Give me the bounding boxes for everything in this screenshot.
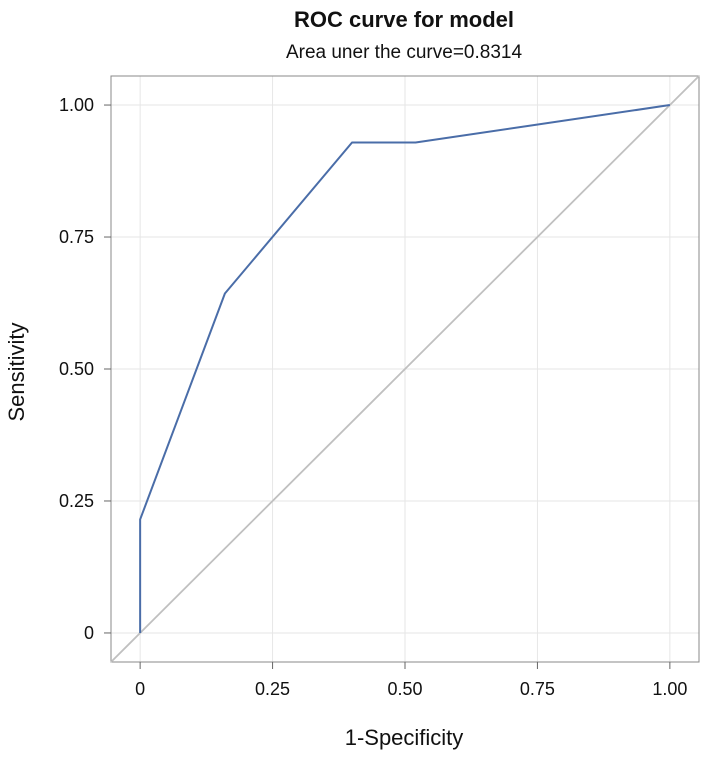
roc-curve-line bbox=[139, 104, 671, 633]
y-axis-label: Sensitivity bbox=[4, 322, 29, 421]
x-tick-label-4: 1.00 bbox=[652, 679, 687, 699]
y-tick-label-3: 0.75 bbox=[59, 227, 94, 247]
chart-title: ROC curve for model bbox=[294, 7, 514, 32]
x-tick-label-1: 0.25 bbox=[255, 679, 290, 699]
y-axis-ticks: 0 0.25 0.50 0.75 1.00 bbox=[59, 95, 111, 643]
x-tick-label-0: 0 bbox=[135, 679, 145, 699]
y-tick-label-0: 0 bbox=[84, 623, 94, 643]
x-tick-label-3: 0.75 bbox=[520, 679, 555, 699]
grid-lines bbox=[111, 76, 699, 662]
x-axis-label: 1-Specificity bbox=[345, 725, 464, 750]
x-axis-ticks: 0 0.25 0.50 0.75 1.00 bbox=[135, 662, 687, 699]
series-layer bbox=[110, 75, 700, 663]
y-tick-label-2: 0.50 bbox=[59, 359, 94, 379]
chart-subtitle: Area uner the curve=0.8314 bbox=[286, 42, 523, 63]
y-tick-label-1: 0.25 bbox=[59, 491, 94, 511]
y-tick-label-4: 1.00 bbox=[59, 95, 94, 115]
x-tick-label-2: 0.50 bbox=[387, 679, 422, 699]
reference-diagonal-line bbox=[110, 75, 700, 663]
